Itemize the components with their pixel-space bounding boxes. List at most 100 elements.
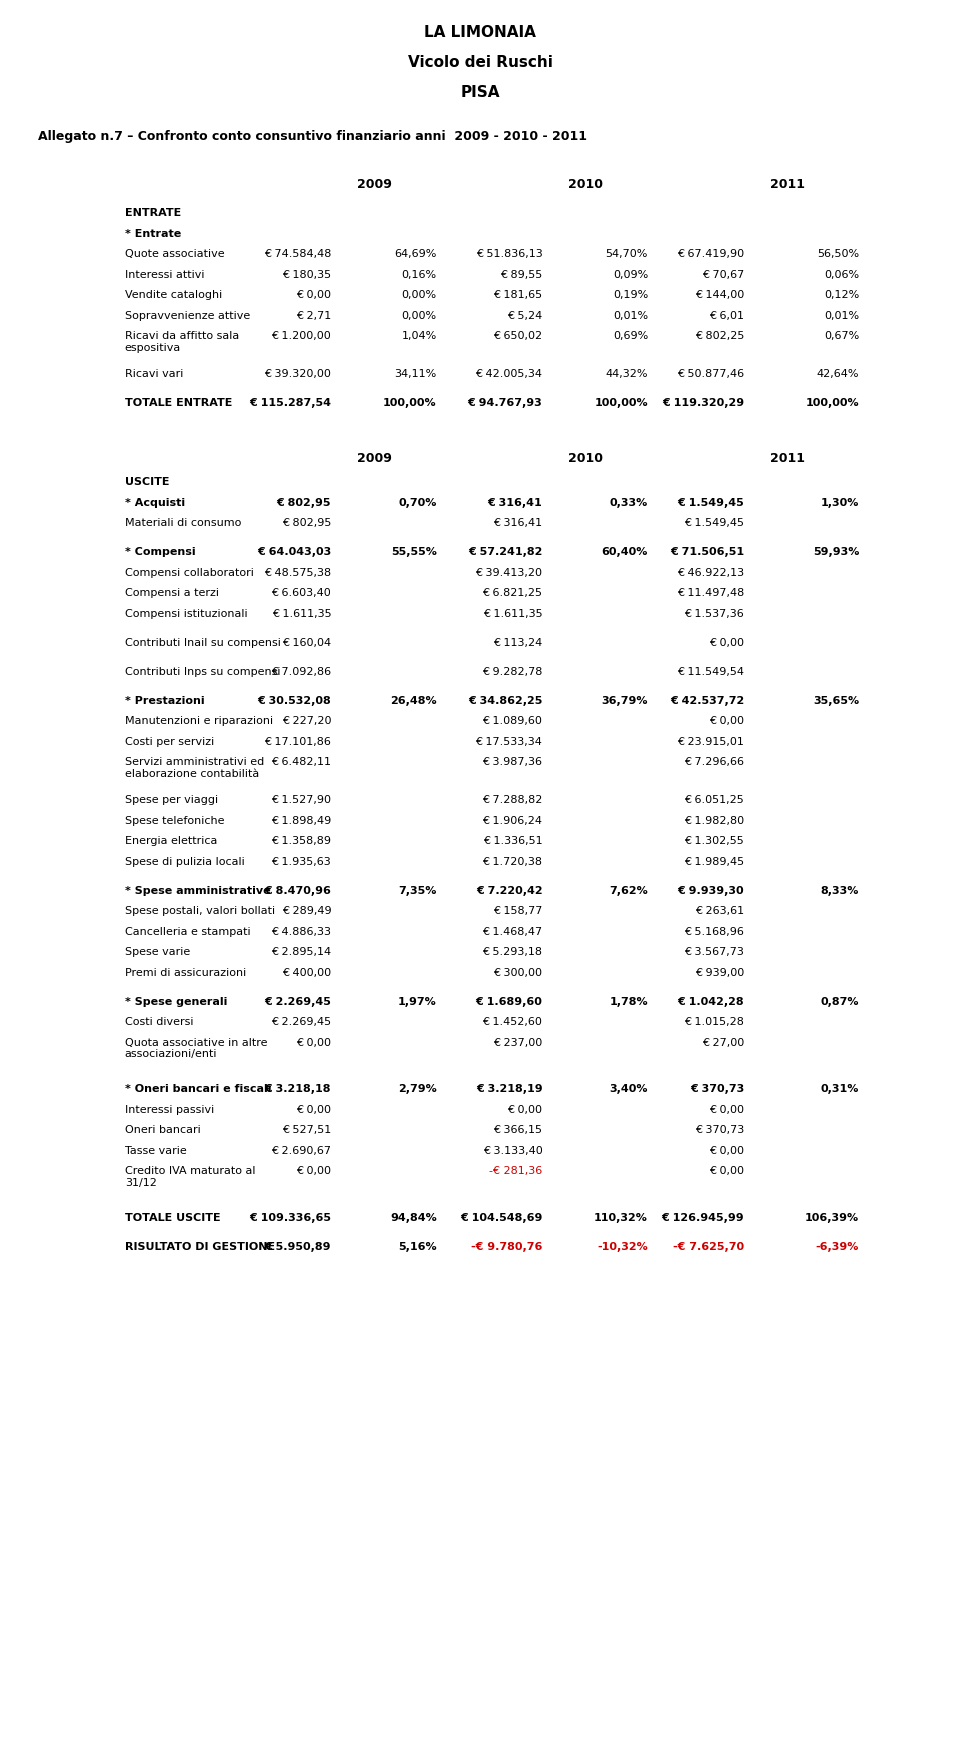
- Text: € 160,04: € 160,04: [282, 637, 331, 647]
- Text: TOTALE USCITE: TOTALE USCITE: [125, 1212, 221, 1223]
- Text: 60,40%: 60,40%: [602, 547, 648, 558]
- Text: 59,93%: 59,93%: [813, 547, 859, 558]
- Text: € 802,95: € 802,95: [276, 498, 331, 507]
- Text: € 802,25: € 802,25: [695, 332, 744, 340]
- Text: 0,09%: 0,09%: [612, 270, 648, 279]
- Text: PISA: PISA: [460, 84, 500, 100]
- Text: € 1.302,55: € 1.302,55: [684, 837, 744, 845]
- Text: 94,84%: 94,84%: [390, 1212, 437, 1223]
- Text: € 2.269,45: € 2.269,45: [264, 996, 331, 1007]
- Text: Compensi a terzi: Compensi a terzi: [125, 588, 219, 598]
- Text: -€ 281,36: -€ 281,36: [490, 1166, 542, 1175]
- Text: € 1.358,89: € 1.358,89: [271, 837, 331, 845]
- Text: € 370,73: € 370,73: [689, 1084, 744, 1094]
- Text: € 8.470,96: € 8.470,96: [264, 886, 331, 896]
- Text: € 2.895,14: € 2.895,14: [271, 947, 331, 958]
- Text: € 74.584,48: € 74.584,48: [264, 249, 331, 260]
- Text: 42,64%: 42,64%: [817, 368, 859, 379]
- Text: € 4.886,33: € 4.886,33: [271, 926, 331, 937]
- Text: € 0,00: € 0,00: [297, 289, 331, 300]
- Text: * Acquisti: * Acquisti: [125, 498, 185, 507]
- Text: € 89,55: € 89,55: [500, 270, 542, 279]
- Text: € 50.877,46: € 50.877,46: [677, 368, 744, 379]
- Text: Credito IVA maturato al
31/12: Credito IVA maturato al 31/12: [125, 1166, 255, 1187]
- Text: € 1.527,90: € 1.527,90: [271, 795, 331, 805]
- Text: € 17.101,86: € 17.101,86: [264, 737, 331, 747]
- Text: € 48.575,38: € 48.575,38: [264, 568, 331, 577]
- Text: Quote associative: Quote associative: [125, 249, 225, 260]
- Text: ENTRATE: ENTRATE: [125, 209, 181, 217]
- Text: € 2.269,45: € 2.269,45: [271, 1017, 331, 1028]
- Text: 106,39%: 106,39%: [805, 1212, 859, 1223]
- Text: € 2.690,67: € 2.690,67: [271, 1145, 331, 1156]
- Text: € 1.549,45: € 1.549,45: [677, 498, 744, 507]
- Text: € 0,00: € 0,00: [297, 1166, 331, 1175]
- Text: Quota associative in altre
associazioni/enti: Quota associative in altre associazioni/…: [125, 1038, 267, 1059]
- Text: Contributi Inps su compensi: Contributi Inps su compensi: [125, 667, 280, 677]
- Text: Vicolo dei Ruschi: Vicolo dei Ruschi: [408, 54, 552, 70]
- Text: 0,31%: 0,31%: [821, 1084, 859, 1094]
- Text: € 316,41: € 316,41: [488, 498, 542, 507]
- Text: Costi diversi: Costi diversi: [125, 1017, 193, 1028]
- Text: € 2,71: € 2,71: [296, 310, 331, 321]
- Text: € 300,00: € 300,00: [493, 968, 542, 977]
- Text: 3,40%: 3,40%: [610, 1084, 648, 1094]
- Text: 2011: 2011: [770, 177, 804, 191]
- Text: € 119.320,29: € 119.320,29: [661, 398, 744, 409]
- Text: Compensi istituzionali: Compensi istituzionali: [125, 609, 248, 619]
- Text: 36,79%: 36,79%: [602, 696, 648, 705]
- Text: Tasse varie: Tasse varie: [125, 1145, 186, 1156]
- Text: € 23.915,01: € 23.915,01: [677, 737, 744, 747]
- Text: € 370,73: € 370,73: [695, 1124, 744, 1135]
- Text: € 42.005,34: € 42.005,34: [475, 368, 542, 379]
- Text: € 1.015,28: € 1.015,28: [684, 1017, 744, 1028]
- Text: € 263,61: € 263,61: [695, 907, 744, 916]
- Text: * Oneri bancari e fiscali: * Oneri bancari e fiscali: [125, 1084, 272, 1094]
- Text: € 39.320,00: € 39.320,00: [264, 368, 331, 379]
- Text: 1,30%: 1,30%: [821, 498, 859, 507]
- Text: 0,69%: 0,69%: [612, 332, 648, 340]
- Text: 100,00%: 100,00%: [594, 398, 648, 409]
- Text: -6,39%: -6,39%: [816, 1242, 859, 1252]
- Text: 0,01%: 0,01%: [824, 310, 859, 321]
- Text: € 7.220,42: € 7.220,42: [476, 886, 542, 896]
- Text: € 46.922,13: € 46.922,13: [677, 568, 744, 577]
- Text: € 181,65: € 181,65: [493, 289, 542, 300]
- Text: 2009: 2009: [357, 451, 392, 465]
- Text: Manutenzioni e riparazioni: Manutenzioni e riparazioni: [125, 716, 273, 726]
- Text: € 115.287,54: € 115.287,54: [250, 398, 331, 409]
- Text: € 939,00: € 939,00: [695, 968, 744, 977]
- Text: 0,06%: 0,06%: [824, 270, 859, 279]
- Text: € 0,00: € 0,00: [297, 1105, 331, 1114]
- Text: * Entrate: * Entrate: [125, 228, 181, 239]
- Text: 64,69%: 64,69%: [395, 249, 437, 260]
- Text: € 1.611,35: € 1.611,35: [483, 609, 542, 619]
- Text: € 6.603,40: € 6.603,40: [272, 588, 331, 598]
- Text: USCITE: USCITE: [125, 477, 169, 488]
- Text: -€ 7.625,70: -€ 7.625,70: [673, 1242, 744, 1252]
- Text: € 400,00: € 400,00: [282, 968, 331, 977]
- Text: 7,35%: 7,35%: [398, 886, 437, 896]
- Text: 2009: 2009: [357, 177, 392, 191]
- Text: € 527,51: € 527,51: [282, 1124, 331, 1135]
- Text: 2,79%: 2,79%: [398, 1084, 437, 1094]
- Text: 7,62%: 7,62%: [610, 886, 648, 896]
- Text: 0,00%: 0,00%: [401, 310, 437, 321]
- Text: Spese postali, valori bollati: Spese postali, valori bollati: [125, 907, 275, 916]
- Text: € 0,00: € 0,00: [709, 637, 744, 647]
- Text: € 109.336,65: € 109.336,65: [250, 1212, 331, 1223]
- Text: * Compensi: * Compensi: [125, 547, 196, 558]
- Text: € 1.452,60: € 1.452,60: [483, 1017, 542, 1028]
- Text: 1,97%: 1,97%: [398, 996, 437, 1007]
- Text: € 70,67: € 70,67: [702, 270, 744, 279]
- Text: 0,67%: 0,67%: [824, 332, 859, 340]
- Text: € 3.567,73: € 3.567,73: [684, 947, 744, 958]
- Text: € 237,00: € 237,00: [493, 1038, 542, 1047]
- Text: € 0,00: € 0,00: [709, 1105, 744, 1114]
- Text: Materiali di consumo: Materiali di consumo: [125, 517, 241, 528]
- Text: Spese per viaggi: Spese per viaggi: [125, 795, 218, 805]
- Text: Compensi collaboratori: Compensi collaboratori: [125, 568, 253, 577]
- Text: 0,12%: 0,12%: [824, 289, 859, 300]
- Text: * Prestazioni: * Prestazioni: [125, 696, 204, 705]
- Text: € 27,00: € 27,00: [702, 1038, 744, 1047]
